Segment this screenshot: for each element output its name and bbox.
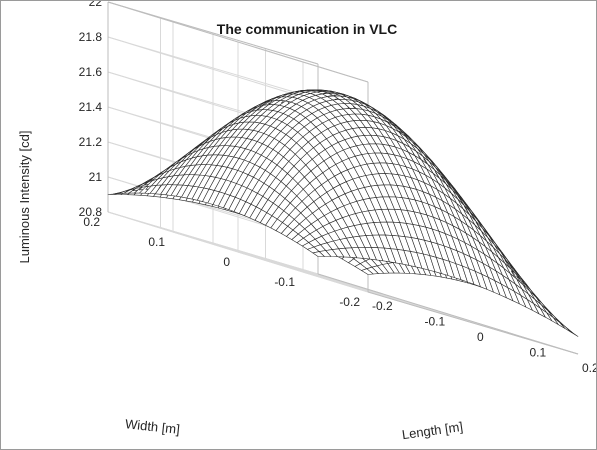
box-edge <box>107 1 319 65</box>
x-tick-label: -0.2 <box>372 299 393 313</box>
z-axis-label: Luminous Intensity [cd] <box>17 131 32 264</box>
x-tick-label: 0 <box>477 330 484 344</box>
x-axis-label: Length [m] <box>401 419 464 442</box>
y-tick-label: 0.2 <box>83 215 100 229</box>
x-tick-label: 0.2 <box>582 361 596 375</box>
z-tick-label: 21.2 <box>79 135 103 149</box>
tick-labels: 20.8 21 21.2 21.4 21.6 21.8 22 -0.2 -0.1 0 0.1 0.2 -… <box>79 1 596 375</box>
x-tick-label: -0.1 <box>425 315 446 329</box>
chart-title: The communication in VLC <box>217 21 397 37</box>
box-edge <box>317 273 579 355</box>
z-tick-label: 22 <box>89 1 103 9</box>
y-tick-label: 0.1 <box>148 235 165 249</box>
z-tick-label: 21.8 <box>79 30 103 44</box>
y-tick-label: -0.1 <box>274 275 295 289</box>
x-tick-label: 0.1 <box>530 346 547 360</box>
y-tick-label: -0.2 <box>339 295 360 309</box>
surface-patch <box>565 327 579 337</box>
wall-grid-line <box>107 211 369 293</box>
z-tick-label: 21.6 <box>79 65 103 79</box>
box-edge <box>107 1 369 83</box>
z-tick-label: 20.8 <box>79 205 103 219</box>
surface-mesh <box>107 89 579 337</box>
y-axis-label: Width [m] <box>124 416 180 437</box>
y-tick-label: 0 <box>223 255 230 269</box>
z-tick-label: 21 <box>89 170 103 184</box>
z-tick-label: 21.4 <box>79 100 103 114</box>
